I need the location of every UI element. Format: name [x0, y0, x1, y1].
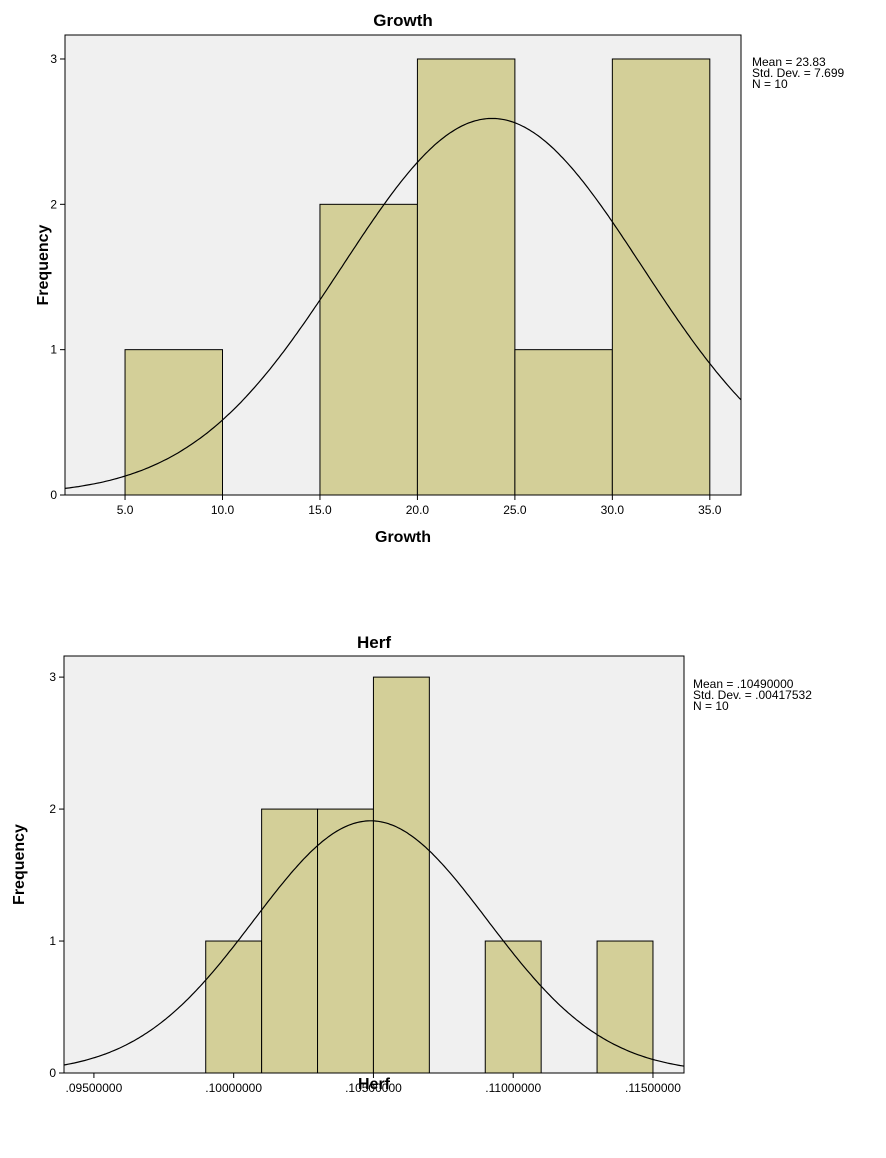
bar [262, 809, 318, 1073]
y-tick-label: 0 [50, 488, 57, 502]
bar [318, 809, 374, 1073]
y-axis-title: Frequency [11, 824, 28, 905]
bar [612, 59, 709, 495]
chart: GrowthGrowthFrequency01235.010.015.020.0… [0, 0, 886, 1158]
y-axis-title: Frequency [35, 224, 52, 305]
x-tick-label: .11500000 [625, 1081, 681, 1095]
x-tick-label: 25.0 [503, 503, 527, 517]
x-tick-label: 15.0 [308, 503, 332, 517]
bar [515, 350, 612, 495]
y-tick-label: 0 [49, 1066, 56, 1080]
x-tick-label: 10.0 [211, 503, 235, 517]
y-tick-label: 3 [50, 52, 57, 66]
page: {"chart_data": [ {"type": "histogram", "… [0, 0, 886, 1158]
x-axis-title: Growth [375, 529, 431, 546]
x-tick-label: .11000000 [485, 1081, 541, 1095]
chart-title: Growth [373, 11, 433, 30]
x-tick-label: .10500000 [345, 1081, 402, 1095]
x-tick-label: .09500000 [66, 1081, 123, 1095]
bar [125, 350, 222, 495]
y-tick-label: 1 [49, 934, 56, 948]
stat-annotation: N = 10 [752, 77, 788, 91]
y-tick-label: 3 [49, 670, 56, 684]
bar [206, 941, 262, 1073]
y-tick-label: 1 [50, 343, 57, 357]
y-tick-label: 2 [50, 197, 57, 211]
x-tick-label: 20.0 [406, 503, 430, 517]
x-tick-label: 5.0 [117, 503, 134, 517]
x-tick-label: .10000000 [205, 1081, 262, 1095]
x-tick-label: 30.0 [601, 503, 625, 517]
bar [320, 204, 417, 495]
bar [485, 941, 541, 1073]
stat-annotation: N = 10 [693, 699, 729, 713]
chart-title: Herf [357, 633, 391, 652]
x-tick-label: 35.0 [698, 503, 722, 517]
bar [373, 677, 429, 1073]
y-tick-label: 2 [49, 802, 56, 816]
bar [597, 941, 653, 1073]
